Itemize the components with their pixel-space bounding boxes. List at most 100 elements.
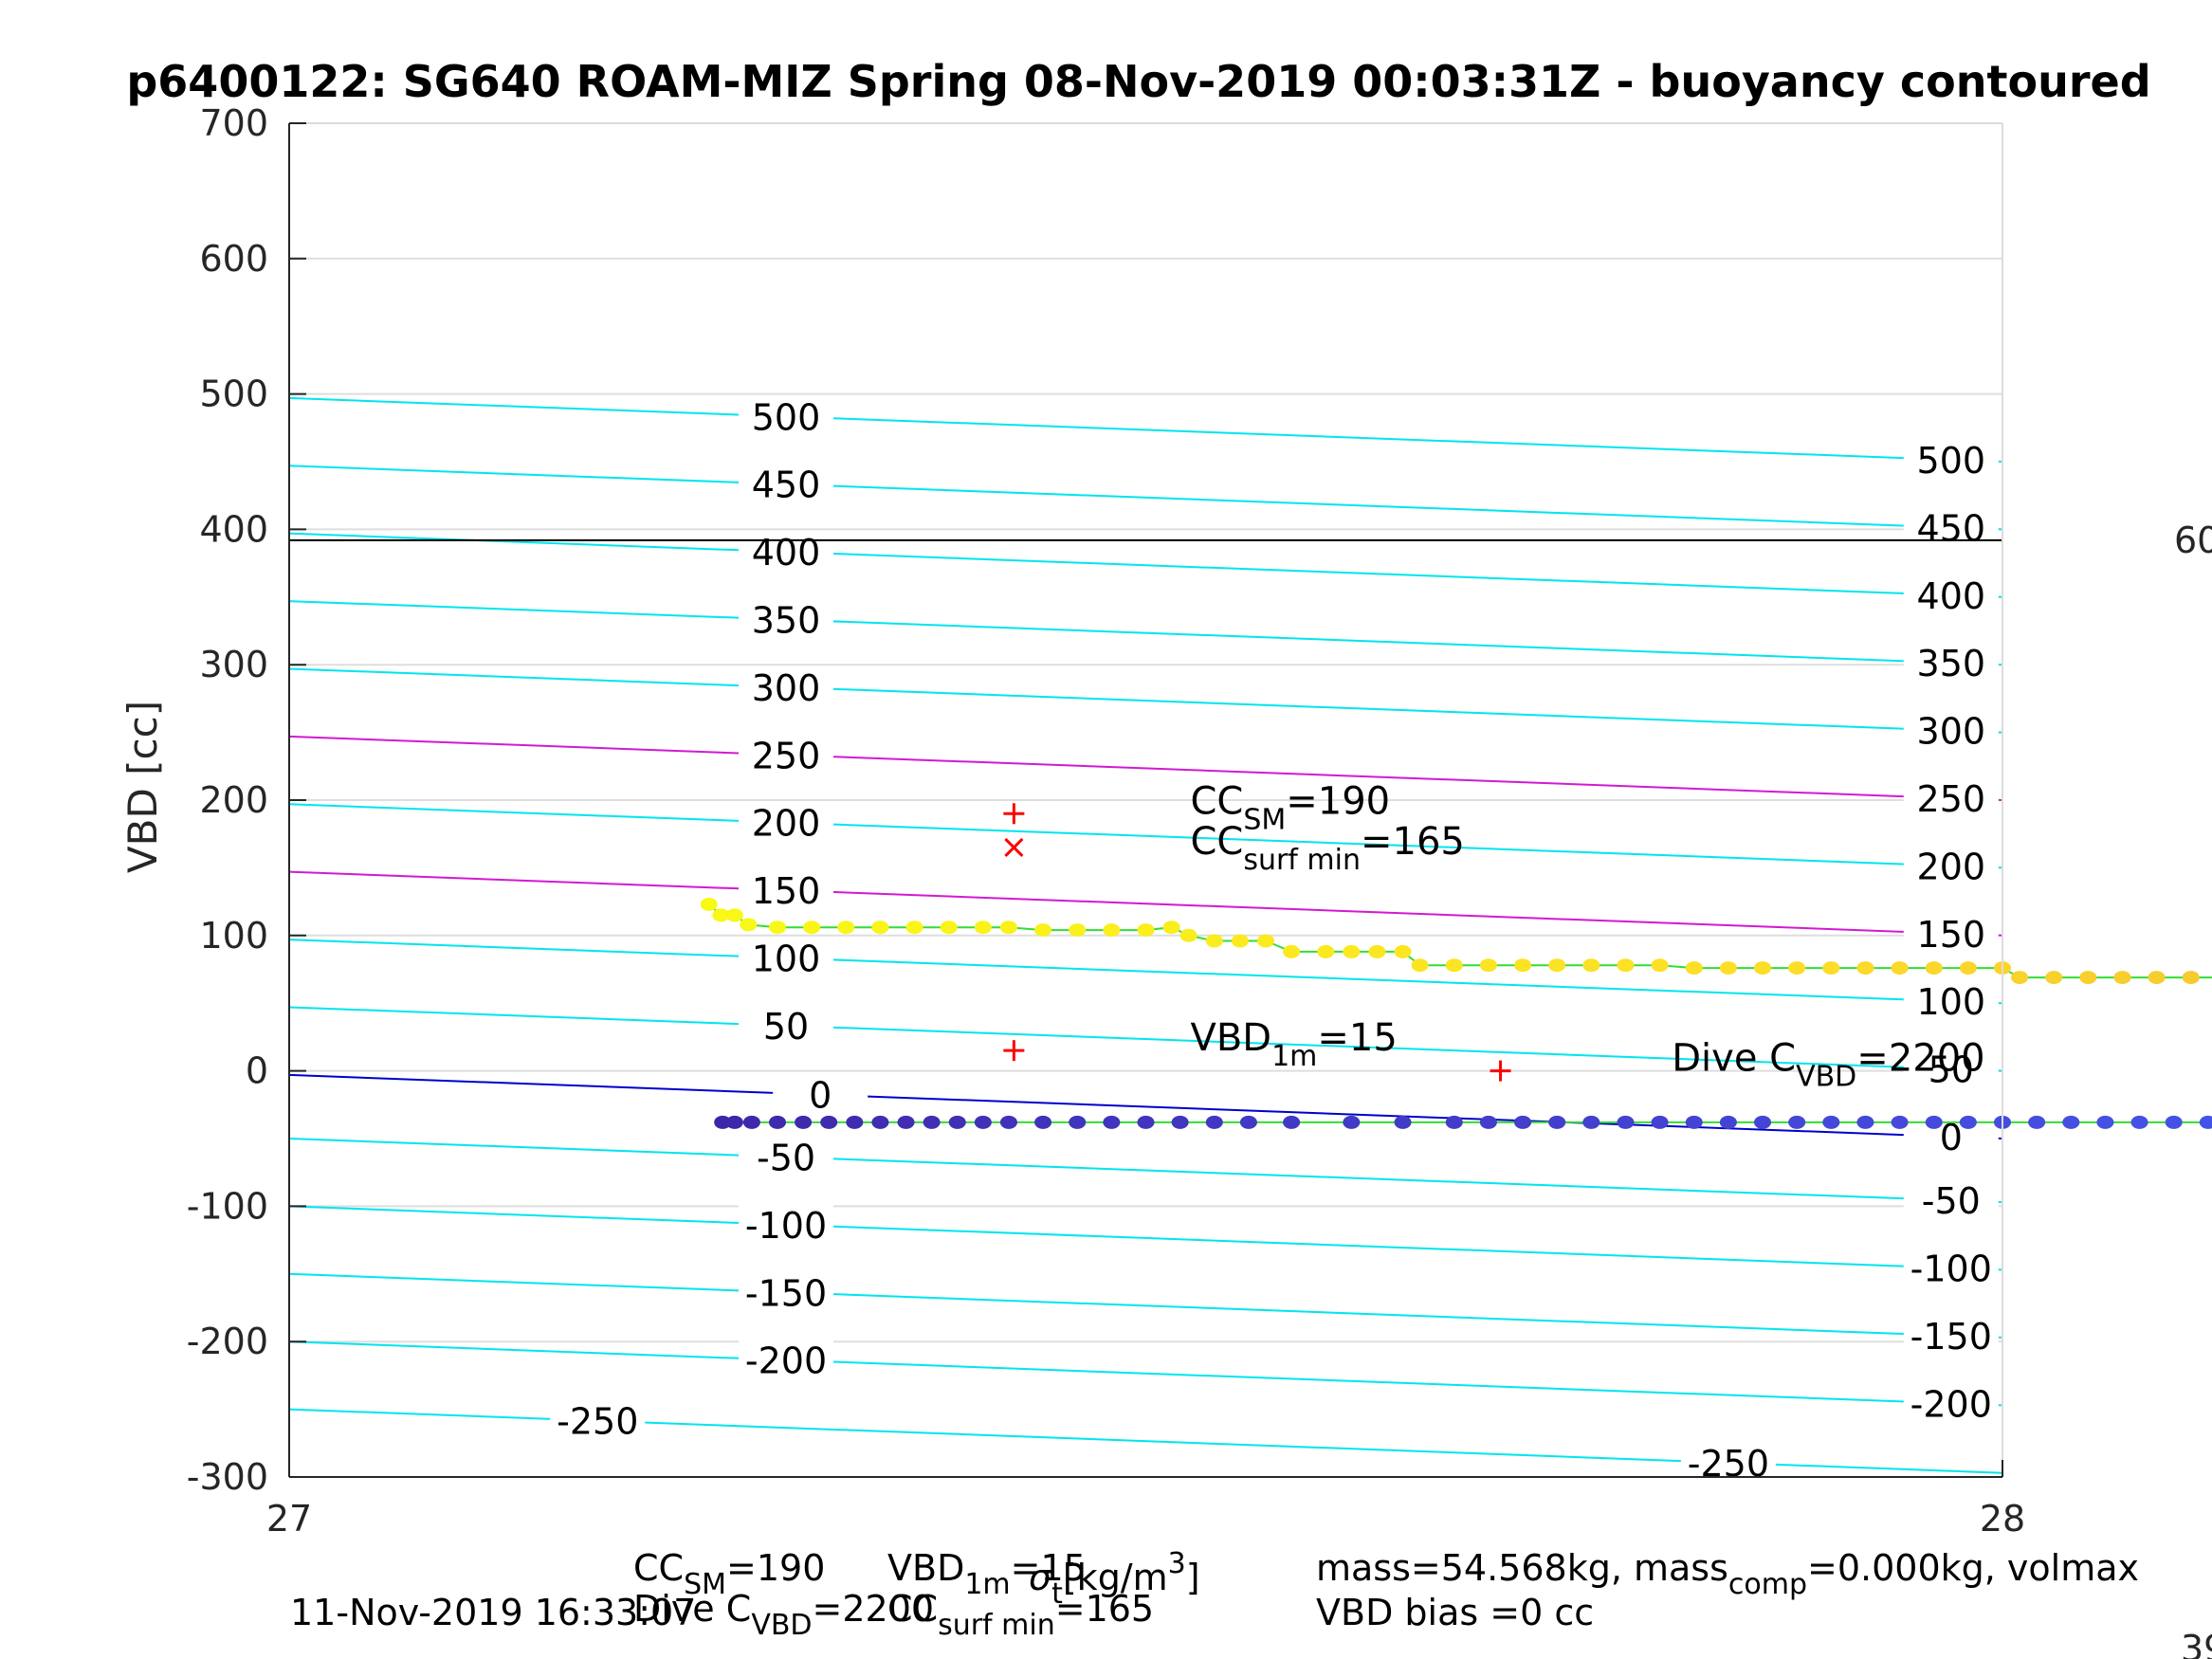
contour-label-right: 100 — [1917, 981, 1986, 1023]
contour-line — [288, 532, 2003, 598]
dive-point — [1651, 1115, 1669, 1129]
contour-label-bg — [739, 869, 834, 912]
dive-point — [1754, 1115, 1772, 1129]
climb-point — [1283, 944, 1301, 958]
climb-point — [1103, 923, 1121, 938]
dive-point — [1959, 1115, 1977, 1129]
dive-point — [2130, 1115, 2148, 1129]
climb-point — [1822, 961, 1840, 975]
y-axis-label: VBD [cc] — [119, 701, 166, 873]
contour-label-bg — [739, 1339, 834, 1381]
contour-label-bg — [739, 734, 834, 776]
dive-point — [1137, 1115, 1155, 1129]
annotation-base: CC — [1190, 779, 1243, 823]
climb-point — [2045, 971, 2063, 985]
contour-label-bg — [1903, 1314, 1999, 1357]
y-tick-label: 200 — [199, 779, 268, 821]
y-tick-label: 500 — [199, 374, 268, 415]
dive-point — [1034, 1115, 1052, 1129]
contour-line — [288, 939, 2003, 1005]
dive-point — [1891, 1115, 1909, 1129]
dive-point — [1822, 1115, 1840, 1129]
climb-point — [1162, 921, 1180, 935]
contour-label-left: -150 — [745, 1272, 827, 1314]
contour-label-left: 400 — [752, 532, 821, 574]
contour-label-bg — [739, 531, 834, 574]
contour-label-right: 400 — [1917, 575, 1986, 617]
dive-point — [1103, 1115, 1121, 1129]
contour-label-right: -200 — [1910, 1383, 1992, 1425]
climb-point — [1617, 958, 1635, 973]
contour-label-bg — [739, 463, 834, 505]
dive-point — [2199, 1115, 2212, 1129]
dive-point — [742, 1115, 760, 1129]
contour-label-bg — [550, 1399, 646, 1442]
y-tick-label: 400 — [199, 508, 268, 550]
contour-label-bg — [1903, 438, 1999, 481]
contour-label-left: -100 — [745, 1205, 827, 1247]
dive-point — [1719, 1115, 1737, 1129]
dive-point — [1479, 1115, 1497, 1129]
footer-mass-sub: comp — [1728, 1568, 1807, 1601]
footer-cc-surf-min-value: =165 — [1055, 1588, 1154, 1630]
climb-point — [1685, 961, 1703, 975]
dive-point — [1205, 1115, 1223, 1129]
footer-cc-surf-min-sub: surf min — [938, 1609, 1055, 1642]
climb-point — [2182, 971, 2200, 985]
dive-point — [2028, 1115, 2046, 1129]
contour-label-right: 50 — [1929, 1049, 1974, 1091]
climb-point — [1754, 961, 1772, 975]
dive-point — [1239, 1115, 1257, 1129]
climb-point — [1925, 961, 1943, 975]
footer-mass: mass=54.568kg, masscomp=0.000kg, volmax — [1316, 1547, 2139, 1601]
dive-point — [1514, 1115, 1532, 1129]
climb-point — [974, 921, 992, 935]
dive-point — [846, 1115, 864, 1129]
climb-point — [768, 921, 786, 935]
contour-label-right: 450 — [1917, 507, 1986, 549]
contour-line — [288, 1006, 2003, 1072]
contour-label-bg — [739, 1203, 834, 1246]
climb-point — [1891, 961, 1909, 975]
contour-line — [288, 465, 2003, 531]
climb-point — [905, 921, 923, 935]
footer-dive-cvbd-value: =2200 — [813, 1588, 935, 1630]
climb-point — [1514, 958, 1532, 973]
contour-label-bg — [1903, 642, 1999, 684]
climb-point — [1788, 961, 1806, 975]
y-tick-label: -300 — [187, 1456, 268, 1498]
dive-point — [1343, 1115, 1361, 1129]
x-tick-label: 27 — [266, 1498, 312, 1540]
contour-label-bg — [1903, 1048, 1999, 1090]
plus-marker — [1490, 1060, 1511, 1082]
chart-title: p6400122: SG640 ROAM-MIZ Spring 08-Nov-2… — [126, 56, 2150, 107]
contour-line — [288, 396, 2003, 463]
annotation: CCSM=190 — [1190, 779, 1390, 836]
climb-point — [700, 897, 718, 911]
contour-label-bg — [739, 937, 834, 979]
climb-point — [1411, 958, 1429, 973]
footer-timestamp: 11-Nov-2019 16:33:07 — [290, 1592, 696, 1633]
climb-point — [2148, 971, 2166, 985]
climb-point — [999, 921, 1017, 935]
annotation-base: CC — [1190, 820, 1243, 864]
y-tick-label: 300 — [199, 644, 268, 685]
dive-point — [820, 1115, 838, 1129]
dive-point — [1394, 1115, 1412, 1129]
contour-label-left: 300 — [752, 667, 821, 709]
dive-climb-path — [708, 903, 2212, 1123]
climb-point — [1548, 958, 1566, 973]
y-tick-label: 0 — [246, 1050, 268, 1092]
contour-label-left: 50 — [763, 1006, 809, 1048]
contour-line — [288, 667, 2003, 734]
x-axis-label-sup: 3 — [1168, 1547, 1186, 1580]
annotation-sub: 1m — [1271, 1040, 1317, 1073]
contour-line — [288, 803, 2003, 869]
footer-vbd-1m-value: =15 — [1011, 1547, 1087, 1589]
annotation-base: VBD — [1190, 1016, 1271, 1060]
contour-label-right: 200 — [1917, 846, 1986, 887]
climb-point — [1034, 923, 1052, 938]
dive-point — [795, 1115, 813, 1129]
contour-label-bg — [1903, 776, 1999, 819]
